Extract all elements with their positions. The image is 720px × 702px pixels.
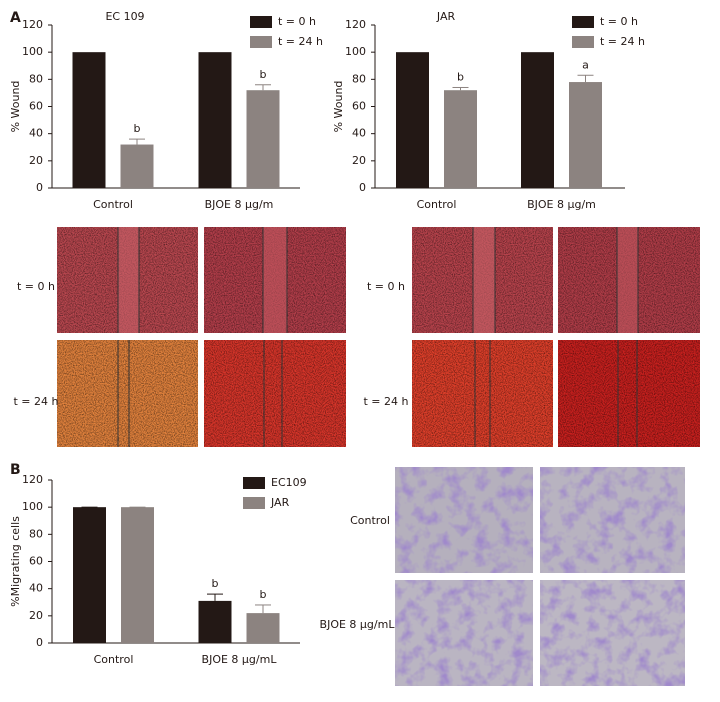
panel-label: B	[10, 462, 21, 478]
legend-swatch	[572, 36, 594, 48]
y-tick-label: 40	[29, 127, 43, 140]
y-tick-label: 40	[29, 582, 43, 595]
y-tick-label: 0	[36, 636, 43, 649]
legend-label: t = 24 h	[278, 35, 323, 48]
y-tick-label: 60	[29, 555, 43, 568]
bar	[521, 52, 554, 188]
legend-swatch	[243, 477, 265, 489]
y-tick-label: 100	[345, 45, 366, 58]
y-tick-label: 80	[29, 72, 43, 85]
y-tick-label: 80	[29, 527, 43, 540]
annotation: b	[260, 588, 267, 601]
annotation: b	[134, 122, 141, 135]
bar	[444, 90, 477, 188]
bar	[73, 507, 106, 643]
panel-label: A	[10, 10, 21, 26]
bar	[120, 144, 154, 188]
chart-title: EC 109	[105, 10, 144, 23]
image-row-label: BJOE 8 μg/mL	[320, 618, 396, 631]
y-tick-label: 120	[22, 18, 43, 31]
legend-swatch	[250, 36, 272, 48]
y-axis-label: % Wound	[9, 81, 22, 133]
bar	[246, 90, 280, 188]
y-tick-label: 0	[36, 181, 43, 194]
legend-label: JAR	[270, 496, 290, 509]
bar	[396, 52, 429, 188]
y-tick-label: 20	[29, 154, 43, 167]
bar	[198, 52, 232, 188]
annotation: a	[582, 58, 589, 71]
bar	[121, 507, 154, 643]
legend-label: EC109	[271, 476, 307, 489]
bar	[72, 52, 106, 188]
y-tick-label: 60	[352, 100, 366, 113]
y-axis-label: %Migrating cells	[9, 516, 22, 607]
y-tick-label: 40	[352, 127, 366, 140]
x-tick-label: BJOE 8 μg/m	[205, 198, 274, 211]
legend-swatch	[250, 16, 272, 28]
x-tick-label: Control	[93, 198, 133, 211]
legend-label: t = 0 h	[600, 15, 638, 28]
y-tick-label: 60	[29, 100, 43, 113]
annotation: b	[457, 70, 464, 83]
y-tick-label: 0	[359, 181, 366, 194]
bar	[569, 82, 602, 188]
y-tick-label: 100	[22, 45, 43, 58]
y-tick-label: 120	[345, 18, 366, 31]
legend-label: t = 24 h	[600, 35, 645, 48]
annotation: b	[212, 577, 219, 590]
image-row-label: t = 0 h	[367, 280, 405, 293]
image-row-label: t = 24 h	[14, 395, 59, 408]
bar	[198, 600, 232, 643]
y-tick-label: 20	[29, 609, 43, 622]
x-tick-label: BJOE 8 μg/mL	[202, 653, 278, 666]
y-tick-label: 120	[22, 473, 43, 486]
chart-title: JAR	[436, 10, 456, 23]
annotation: b	[260, 68, 267, 81]
image-row-label: t = 0 h	[17, 280, 55, 293]
legend-label: t = 0 h	[278, 15, 316, 28]
x-tick-label: BJOE 8 μg/m	[527, 198, 596, 211]
image-row-label: Control	[350, 514, 390, 527]
bar	[246, 613, 280, 643]
y-tick-label: 100	[22, 500, 43, 513]
x-tick-label: Control	[94, 653, 134, 666]
legend-swatch	[243, 497, 265, 509]
y-tick-label: 80	[352, 72, 366, 85]
y-tick-label: 20	[352, 154, 366, 167]
legend-swatch	[572, 16, 594, 28]
x-tick-label: Control	[417, 198, 457, 211]
micrographs-a	[57, 227, 700, 447]
micrographs-b	[395, 467, 685, 686]
image-row-label: t = 24 h	[364, 395, 409, 408]
y-axis-label: % Wound	[332, 81, 345, 133]
